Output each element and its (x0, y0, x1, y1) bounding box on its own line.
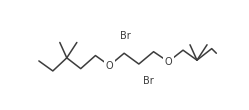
Text: Br: Br (120, 31, 131, 41)
Text: Br: Br (143, 76, 154, 86)
Text: O: O (165, 57, 172, 67)
Text: O: O (106, 61, 113, 71)
